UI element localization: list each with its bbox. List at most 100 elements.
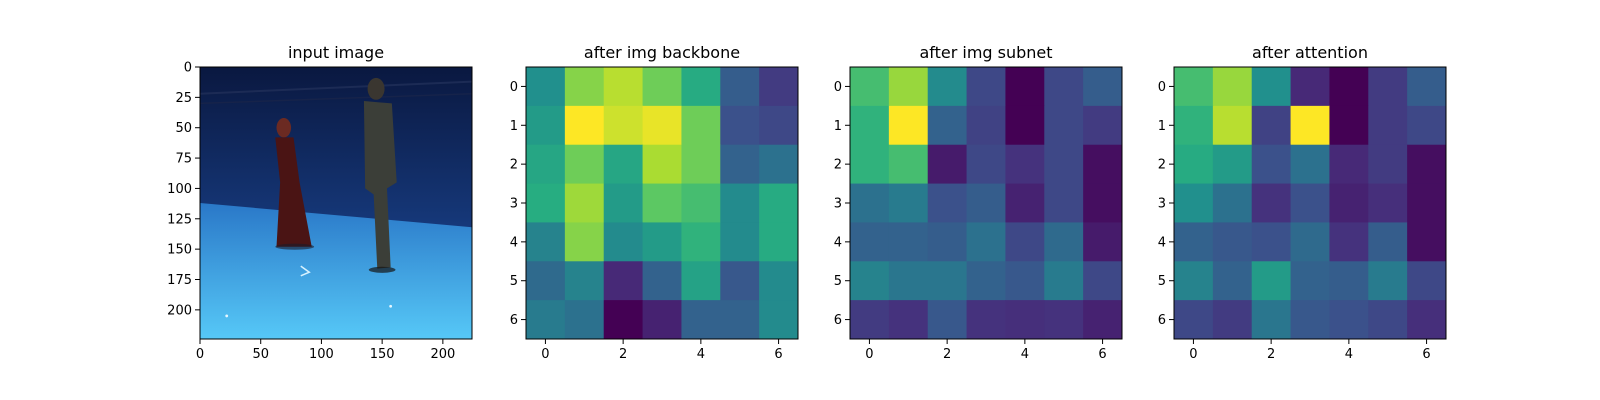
heatmap-cell (1212, 300, 1253, 340)
input-image-ytick-label: 150 (167, 243, 192, 258)
heatmap-cell (1251, 183, 1292, 223)
heatmap-cell (966, 144, 1006, 185)
person-right-body (363, 101, 397, 269)
heatmap-attention-ytick-label: 5 (1158, 274, 1166, 289)
heatmap-cell (1368, 144, 1408, 185)
floor-mark (389, 304, 393, 308)
input-image-ytick-label: 175 (167, 273, 192, 288)
input-image-ytick-label: 50 (175, 121, 192, 136)
heatmap-cell (1251, 144, 1292, 185)
heatmap-cell (1251, 261, 1292, 301)
heatmap-cell (681, 183, 721, 223)
heatmap-cell (642, 183, 682, 223)
heatmap-cell (720, 261, 760, 301)
heatmap-cell (759, 300, 799, 340)
heatmap-attention (1174, 67, 1447, 340)
person-left-head (276, 118, 292, 138)
person-right-head (367, 77, 385, 100)
heatmap-backbone-xtick-label: 4 (697, 347, 705, 362)
heatmap-cell (1044, 183, 1084, 223)
heatmap-cell (1251, 105, 1292, 146)
heatmap-cell (720, 105, 760, 146)
person-right-shadow (368, 266, 396, 273)
heatmap-cell (888, 222, 929, 262)
heatmap-cell (850, 300, 890, 340)
heatmap-cell (1044, 261, 1084, 301)
heatmap-cell (564, 261, 605, 301)
heatmap-cell (681, 261, 721, 301)
heatmap-cell (1212, 183, 1253, 223)
heatmap-cell (720, 183, 760, 223)
heatmap-cell (850, 222, 890, 262)
floor-mark (225, 314, 229, 318)
floor (200, 203, 472, 339)
heatmap-cell (526, 105, 566, 146)
heatmap-cell (1251, 222, 1292, 262)
heatmap-cell (1174, 144, 1214, 185)
heatmap-attention-ytick-label: 6 (1158, 313, 1166, 328)
heatmap-backbone-ytick-label: 1 (510, 119, 518, 134)
heatmap-cell (759, 222, 799, 262)
heatmap-cell (1083, 183, 1123, 223)
heatmap-cell (603, 67, 644, 107)
heatmap-cell (1212, 144, 1253, 185)
heatmap-subnet-xtick-label: 4 (1021, 347, 1029, 362)
heatmap-cell (759, 67, 799, 107)
input-image-ytick-label: 75 (175, 152, 192, 167)
heatmap-cell (1174, 105, 1214, 146)
heatmap-cell (526, 144, 566, 185)
heatmap-cell (927, 300, 968, 340)
input-image-ytick-label: 125 (167, 212, 192, 227)
heatmap-cell (603, 222, 644, 262)
panel-title-backbone: after img backbone (584, 43, 740, 62)
input-image-ytick-label: 100 (167, 182, 192, 197)
heatmap-cell (1368, 261, 1408, 301)
heatmap-cell (759, 183, 799, 223)
heatmap-cell (1290, 67, 1330, 107)
heatmap-cell (1044, 300, 1084, 340)
heatmap-cell (1005, 222, 1045, 262)
heatmap-cell (1407, 300, 1447, 340)
heatmap-cell (1005, 144, 1045, 185)
heatmap-cell (927, 144, 968, 185)
heatmap-subnet-ytick-label: 6 (834, 313, 842, 328)
heatmap-cell (1329, 105, 1369, 146)
heatmap-subnet-ytick-label: 2 (834, 158, 842, 173)
heatmap-cell (603, 183, 644, 223)
heatmap-attention-ytick-label: 0 (1158, 80, 1166, 95)
heatmap-cell (1407, 222, 1447, 262)
heatmap-cell (1407, 261, 1447, 301)
heatmap-subnet-ytick-label: 5 (834, 274, 842, 289)
heatmap-cell (564, 183, 605, 223)
heatmap-cell (1005, 183, 1045, 223)
input-image-ytick-label: 25 (175, 91, 192, 106)
heatmap-backbone-ytick-label: 3 (510, 197, 518, 212)
heatmap-cell (1368, 222, 1408, 262)
heatmap-cell (1044, 222, 1084, 262)
heatmap-cell (1212, 222, 1253, 262)
heatmap-cell (927, 105, 968, 146)
heatmap-cell (720, 144, 760, 185)
heatmap-cell (1407, 67, 1447, 107)
heatmap-cell (564, 144, 605, 185)
heatmap-cell (1290, 144, 1330, 185)
heatmap-cell (1083, 105, 1123, 146)
heatmap-cell (1005, 105, 1045, 146)
heatmap-cell (966, 183, 1006, 223)
heatmap-backbone (526, 67, 799, 340)
heatmap-cell (1368, 300, 1408, 340)
input-image-xtick-label: 200 (430, 347, 455, 362)
heatmap-cell (850, 261, 890, 301)
heatmap-cell (1005, 261, 1045, 301)
person-left-shadow (275, 243, 315, 250)
heatmap-cell (642, 144, 682, 185)
heatmap-cell (966, 222, 1006, 262)
heatmap-cell (850, 105, 890, 146)
heatmap-attention-ytick-label: 3 (1158, 197, 1166, 212)
heatmap-cell (681, 105, 721, 146)
heatmap-attention-xtick-label: 6 (1422, 347, 1430, 362)
heatmap-cell (642, 105, 682, 146)
heatmap-subnet-ytick-label: 4 (834, 235, 842, 250)
ceiling-rig (199, 92, 473, 105)
heatmap-cell (1329, 183, 1369, 223)
